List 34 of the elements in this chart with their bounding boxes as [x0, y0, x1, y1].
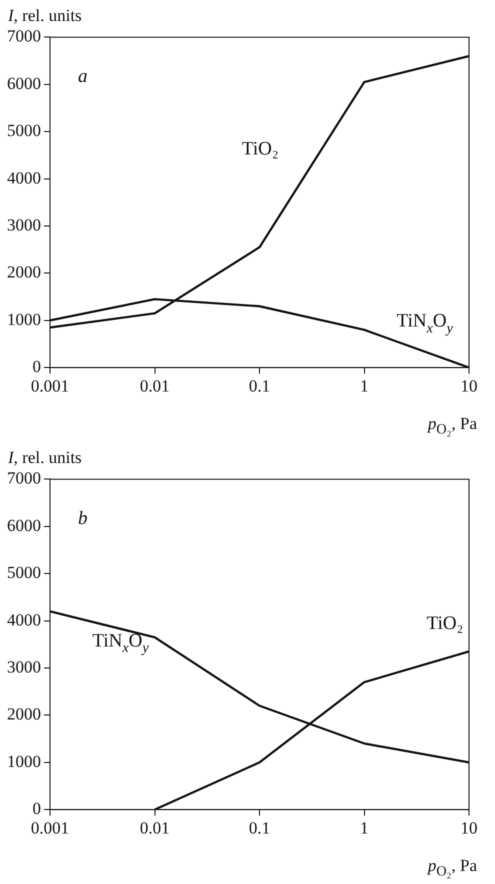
x-tick-label: 0.1	[248, 818, 270, 838]
y-tick-label: 7000	[7, 468, 41, 488]
y-tick-label: 3000	[7, 215, 41, 234]
x-tick-label: 10	[460, 818, 478, 838]
annotation: a	[78, 66, 88, 88]
y-tick-label: 1000	[7, 752, 41, 771]
y-tick-label: 6000	[7, 74, 41, 93]
x-axis-title: p$_{O₂}$, Pa	[428, 414, 477, 438]
y-tick-label: 0	[32, 357, 41, 376]
y-tick-label: 4000	[7, 168, 41, 188]
y-tick-label: 0	[32, 799, 41, 818]
y-tick-label: 5000	[7, 563, 41, 582]
x-axis-title: p$_{O₂}$, Pa	[428, 856, 477, 880]
x-tick-label: 0.001	[30, 376, 70, 396]
y-tick-label: 3000	[7, 657, 41, 676]
y-tick-label: 7000	[7, 26, 41, 46]
series-label: TiO₂	[242, 138, 278, 160]
y-tick-label: 5000	[7, 121, 41, 140]
series-label: TiO₂	[426, 612, 464, 634]
x-tick-label: 0.01	[140, 818, 170, 838]
y-tick-label: 4000	[7, 610, 41, 630]
y-tick-label: 1000	[7, 310, 41, 329]
y-axis-title: I, rel. units	[8, 448, 82, 468]
annotation: b	[78, 508, 88, 530]
x-tick-label: 10	[460, 376, 478, 396]
y-tick-label: 2000	[7, 262, 41, 282]
y-tick-label: 2000	[7, 704, 41, 724]
x-tick-label: 0.001	[30, 818, 70, 838]
y-tick-label: 6000	[7, 516, 41, 535]
x-tick-label: 0.01	[140, 376, 170, 396]
x-tick-label: 0.1	[248, 376, 270, 396]
y-axis-title: I, rel. units	[8, 6, 82, 26]
x-tick-label: 1	[360, 376, 368, 396]
x-tick-label: 1	[360, 818, 368, 838]
